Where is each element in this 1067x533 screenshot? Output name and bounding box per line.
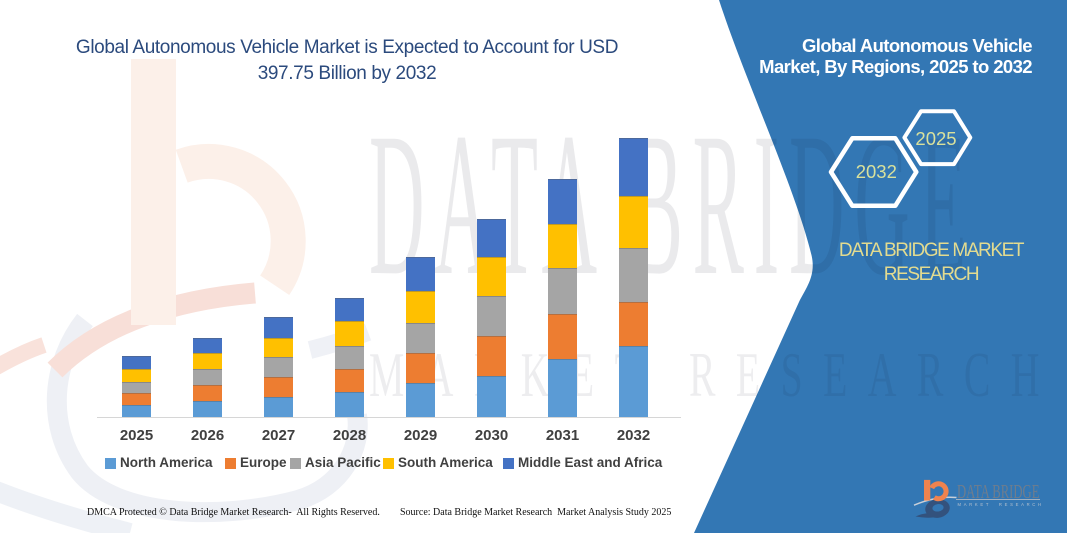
svg-text:2032: 2032 <box>856 161 897 182</box>
svg-text:2025: 2025 <box>915 128 956 149</box>
